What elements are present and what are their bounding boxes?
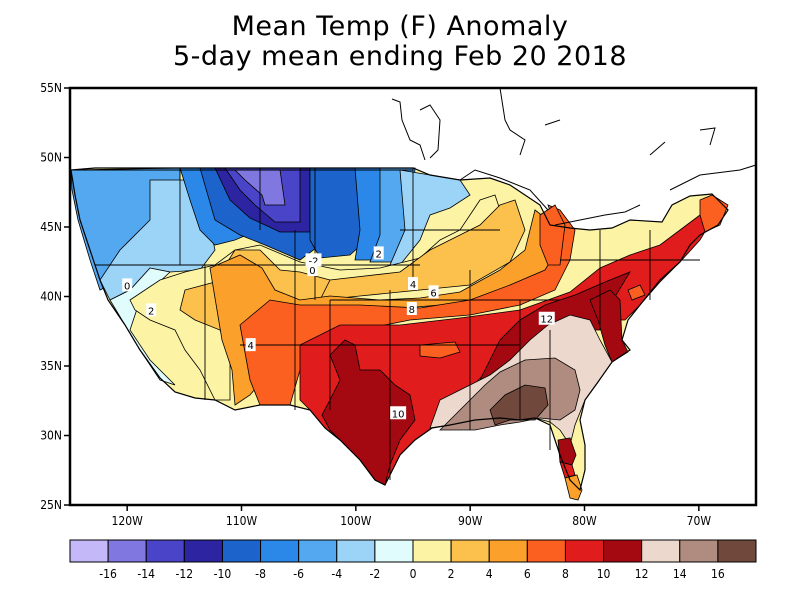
legend-label: -6 bbox=[293, 567, 304, 581]
legend-swatch bbox=[450, 539, 490, 563]
canada-outline bbox=[419, 104, 441, 159]
region-michigan bbox=[539, 204, 566, 266]
contour-label: 12 bbox=[540, 315, 553, 326]
legend-label: 2 bbox=[448, 567, 455, 581]
legend-label: 10 bbox=[597, 567, 611, 581]
legend-swatch bbox=[298, 539, 338, 563]
canada-outline bbox=[544, 119, 561, 126]
region-florida-north bbox=[557, 437, 577, 466]
lat-tick-label: 55N bbox=[40, 81, 62, 95]
legend-label: -12 bbox=[176, 567, 194, 581]
legend-swatch bbox=[564, 539, 605, 563]
contour-label: 6 bbox=[430, 288, 436, 299]
legend-label: -4 bbox=[331, 567, 342, 581]
canada-outline bbox=[649, 141, 666, 156]
contour-label-bg bbox=[408, 276, 418, 290]
legend-swatch bbox=[260, 539, 300, 563]
lon-tick-label: 100W bbox=[340, 514, 372, 528]
region-maine bbox=[699, 194, 729, 233]
legend-swatch bbox=[641, 539, 681, 563]
legend-swatch bbox=[374, 539, 414, 563]
contour-label-bg bbox=[245, 338, 256, 352]
lon-tick-label: 110W bbox=[226, 514, 258, 528]
legend-swatch bbox=[717, 539, 757, 563]
legend-swatch bbox=[221, 539, 262, 563]
lon-tick-label: 120W bbox=[112, 514, 144, 528]
map-subtitle: 5-day mean ending Feb 20 2018 bbox=[172, 41, 628, 72]
region-nj-pocket bbox=[627, 284, 646, 301]
contour-label: 0 bbox=[309, 266, 315, 277]
region-plains-warm bbox=[319, 199, 526, 301]
legend-label: -10 bbox=[214, 567, 232, 581]
contour-label-bg bbox=[373, 246, 384, 260]
contour-label: 4 bbox=[410, 280, 416, 291]
region-florida-south bbox=[564, 474, 583, 501]
canada-outline bbox=[669, 164, 755, 191]
lat-tick-label: 30N bbox=[40, 429, 62, 443]
legend-label: -14 bbox=[137, 567, 155, 581]
canada-outline bbox=[699, 127, 716, 146]
contour-label-bg bbox=[538, 311, 555, 325]
legend-label: 8 bbox=[562, 567, 569, 581]
lon-tick-label: 70W bbox=[687, 514, 712, 528]
legend-label: 12 bbox=[635, 567, 649, 581]
legend-swatch bbox=[603, 539, 643, 563]
map-title: Mean Temp (F) Anomaly bbox=[231, 11, 569, 42]
legend-label: 0 bbox=[410, 567, 417, 581]
contour-label: -2 bbox=[309, 256, 319, 267]
legend-label: -16 bbox=[99, 567, 117, 581]
lat-tick-label: 45N bbox=[40, 220, 62, 234]
contour-label-bg bbox=[146, 303, 157, 317]
legend-swatch bbox=[488, 539, 528, 563]
canada-outline bbox=[499, 89, 526, 156]
legend-swatch bbox=[679, 539, 719, 563]
contour-label: 10 bbox=[392, 409, 405, 420]
contour-label-bg bbox=[307, 263, 318, 277]
canada-outline bbox=[554, 204, 641, 226]
legend-swatch bbox=[526, 539, 566, 563]
legend-label: 6 bbox=[524, 567, 531, 581]
legend-label: 14 bbox=[673, 567, 687, 581]
contour-label-bg bbox=[122, 278, 133, 292]
region-florida-central bbox=[559, 461, 576, 479]
contour-label: 2 bbox=[376, 249, 382, 260]
lon-tick-label: 90W bbox=[458, 514, 483, 528]
legend-label: 16 bbox=[711, 567, 725, 581]
legend-label: -2 bbox=[370, 567, 381, 581]
lat-tick-label: 50N bbox=[40, 151, 62, 165]
legend-swatch bbox=[412, 539, 452, 563]
legend-label: -8 bbox=[255, 567, 266, 581]
lat-tick-label: 35N bbox=[40, 359, 62, 373]
legend-swatch bbox=[69, 539, 109, 563]
contour-label-bg bbox=[390, 406, 407, 420]
us-coastline bbox=[71, 167, 729, 492]
region-georgia-hottest bbox=[489, 384, 549, 426]
legend-swatch bbox=[107, 539, 147, 563]
contour-label: 8 bbox=[409, 305, 415, 316]
canada-outline bbox=[391, 98, 426, 161]
contour-label: 4 bbox=[247, 341, 253, 352]
lon-tick-label: 80W bbox=[572, 514, 597, 528]
contour-label-bg bbox=[406, 302, 417, 316]
canada-outline bbox=[459, 169, 549, 211]
lat-tick-label: 40N bbox=[40, 290, 62, 304]
legend-swatch bbox=[183, 539, 223, 563]
contour-label: 0 bbox=[124, 281, 130, 292]
contour-label-bg bbox=[428, 285, 439, 299]
legend-swatch bbox=[145, 539, 185, 563]
contour-label: 2 bbox=[148, 306, 154, 317]
region-kansas-pocket bbox=[419, 341, 461, 359]
legend-swatch bbox=[336, 539, 376, 563]
legend-label: 4 bbox=[486, 567, 493, 581]
lat-tick-label: 25N bbox=[40, 498, 62, 512]
